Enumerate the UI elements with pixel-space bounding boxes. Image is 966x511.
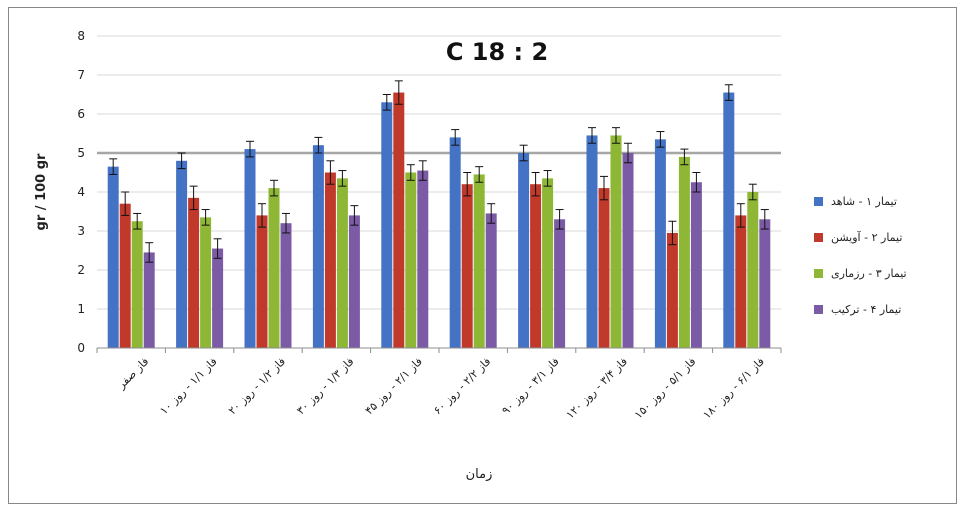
bar bbox=[598, 188, 610, 348]
legend-swatch bbox=[814, 197, 823, 206]
y-tick-label: 8 bbox=[77, 29, 85, 43]
x-tick-label: فاز ۱/۳ - روز ۳۰ bbox=[294, 355, 356, 417]
bar bbox=[336, 178, 348, 348]
bar bbox=[610, 135, 622, 348]
bar bbox=[554, 219, 566, 348]
bar bbox=[268, 188, 280, 348]
bar bbox=[530, 184, 542, 348]
bar bbox=[723, 92, 735, 348]
y-tick-label: 1 bbox=[77, 302, 85, 316]
bar bbox=[200, 217, 212, 348]
bar bbox=[678, 156, 690, 348]
bar bbox=[312, 145, 324, 348]
bar bbox=[461, 184, 473, 348]
bar bbox=[176, 160, 188, 348]
bar bbox=[654, 139, 666, 348]
grid-lines bbox=[97, 35, 781, 349]
x-axis-label: زمان bbox=[466, 467, 493, 482]
bar bbox=[473, 174, 485, 348]
legend-swatch bbox=[814, 233, 823, 242]
bar bbox=[212, 248, 224, 348]
x-tick-label: فاز ۵/۱ - روز ۱۵۰ bbox=[632, 355, 699, 422]
chart-frame: 0 1 2 3 4 5 6 7 8 فاز صفر فاز ۱/۱ - روز ۱۰ فاز ۱/۲… bbox=[8, 7, 957, 504]
bar bbox=[348, 215, 360, 348]
y-tick-label: 7 bbox=[77, 68, 85, 82]
bar bbox=[735, 215, 747, 348]
x-tick-label: فاز ۳/۴ - روز ۱۲۰ bbox=[564, 355, 631, 422]
bar bbox=[188, 197, 200, 348]
chart-title: C 18 : 2 bbox=[446, 38, 548, 66]
bar bbox=[666, 232, 678, 348]
x-tick-label: فاز ۱/۲ - روز ۲۰ bbox=[226, 355, 288, 417]
y-tick-labels: 0 1 2 3 4 5 6 7 8 bbox=[77, 29, 85, 355]
legend-label: تیمار ۴ - ترکیب bbox=[831, 303, 901, 316]
y-tick-label: 4 bbox=[77, 185, 85, 199]
bar bbox=[449, 137, 461, 348]
legend-label: تیمار ۲ - آویشن bbox=[831, 230, 902, 244]
x-tick-label: فاز ۶/۱ - روز ۱۸۰ bbox=[700, 355, 767, 422]
bar bbox=[622, 153, 634, 348]
bars-group bbox=[107, 80, 771, 348]
legend-label: تیمار ۱ - شاهد bbox=[831, 195, 897, 208]
bar bbox=[131, 221, 143, 348]
x-tick-label: فاز صفر bbox=[114, 355, 151, 392]
bar bbox=[119, 203, 131, 348]
bar bbox=[586, 135, 598, 348]
legend-swatch bbox=[814, 269, 823, 278]
bar bbox=[324, 172, 336, 348]
bar bbox=[485, 213, 497, 348]
legend-swatch bbox=[814, 305, 823, 314]
bar bbox=[518, 153, 530, 348]
y-tick-label: 5 bbox=[77, 146, 85, 160]
bar bbox=[280, 223, 292, 348]
bar bbox=[542, 178, 554, 348]
bar bbox=[143, 252, 155, 348]
x-tick-label: فاز ۲/۲ - روز ۶۰ bbox=[431, 355, 493, 417]
x-tick-label: فاز ۱/۱ - روز ۱۰ bbox=[157, 355, 219, 417]
bar bbox=[381, 102, 393, 348]
bar bbox=[244, 149, 256, 348]
x-tick-label: فاز ۲/۱ - روز ۴۵ bbox=[363, 355, 425, 417]
y-tick-label: 2 bbox=[77, 263, 85, 277]
x-tick-label: فاز ۳/۱ - روز ۹۰ bbox=[499, 355, 561, 417]
legend: تیمار ۱ - شاهد تیمار ۲ - آویشن تیمار ۳ - ر… bbox=[814, 195, 907, 316]
y-tick-label: 6 bbox=[77, 107, 85, 121]
bar bbox=[747, 192, 759, 348]
bar bbox=[256, 215, 268, 348]
bar bbox=[690, 182, 702, 348]
y-axis-label: gr / 100 gr bbox=[34, 153, 49, 230]
y-tick-label: 0 bbox=[77, 341, 85, 355]
y-tick-label: 3 bbox=[77, 224, 85, 238]
bar bbox=[107, 166, 119, 348]
legend-label: تیمار ۳ - رزماری bbox=[831, 267, 907, 280]
bar bbox=[417, 170, 429, 348]
bar bbox=[393, 92, 405, 348]
bar bbox=[405, 172, 417, 348]
bar bbox=[759, 219, 771, 348]
